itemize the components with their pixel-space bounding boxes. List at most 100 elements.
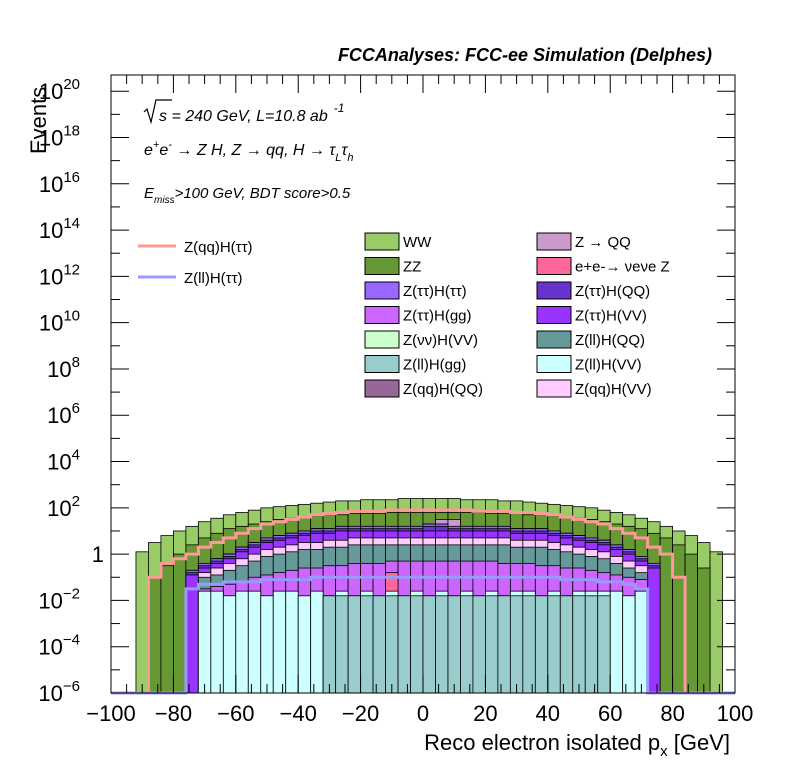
legend-label-e-e-e-e-z: e+e-→ νeνe Z <box>575 259 670 276</box>
bar-z-ll-h-gg-31 <box>497 595 511 694</box>
legend-label-z-ll-h-vv: Z(ll)H(VV) <box>575 357 642 374</box>
bar-z-ll-h-vv-14 <box>285 590 299 694</box>
bar-z-ll-h-vv-9 <box>222 595 237 694</box>
bar-z-ll-h-gg-30 <box>484 595 499 694</box>
annotation-line1-rest: = 240 GeV, L=10.8 ab <box>167 108 328 125</box>
annotation-cuts: Emiss>100 GeV, BDT score>0.5 <box>144 185 351 206</box>
legend-label-z-qq-h-qq: Z(qq)H(QQ) <box>403 381 483 398</box>
bar-z-ll-h-gg-17 <box>322 595 337 694</box>
bar-z-ll-h-gg-33 <box>522 595 536 694</box>
bar-z-ll-h-gg-35 <box>547 595 561 694</box>
bar-z-ll-h-vv-40 <box>609 590 624 694</box>
x-axis-label-unit: [GeV] <box>668 730 730 755</box>
bar-z-ll-h-gg-22 <box>385 595 399 694</box>
annotation-process: e+e- → Z H, Z → qq, H → τLτh <box>144 139 354 164</box>
x-tick-label: −80 <box>155 701 192 726</box>
legend-swatch-z-h-vv <box>536 306 572 324</box>
y-tick-label: 104 <box>47 447 80 475</box>
y-tick-label: 10−6 <box>38 678 80 706</box>
bar-z-ll-h-gg-26 <box>435 595 449 694</box>
legend-swatch-z-qq <box>536 232 572 251</box>
legend-label-z-ll-h-gg: Z(ll)H(gg) <box>403 357 466 374</box>
x-tick-label: 100 <box>717 701 754 726</box>
bar-z-ll-h-vv-8 <box>210 590 224 694</box>
bar-z-ll-h-gg-34 <box>534 595 549 694</box>
x-tick-label: 40 <box>536 701 560 726</box>
legend-label-z-h-vv: Z(ττ)H(VV) <box>575 308 647 325</box>
x-tick-label: 60 <box>598 701 622 726</box>
x-tick-label: 0 <box>417 701 429 726</box>
x-axis-label-main: Reco electron isolated p <box>424 730 660 755</box>
legend-label-zz: ZZ <box>403 259 421 276</box>
bar-z-h-vv-6 <box>185 574 199 694</box>
bar-z-ll-h-vv-41 <box>622 595 636 694</box>
y-tick-label: 108 <box>47 354 80 382</box>
bar-z-ll-h-vv-15 <box>297 595 312 694</box>
bar-zz-47 <box>697 567 711 694</box>
bar-zz-3 <box>148 576 162 694</box>
legend-swatch-z-h <box>364 281 400 300</box>
legend-swatch-z-h-qq <box>536 281 572 300</box>
bar-z-h-vv-43 <box>647 567 661 694</box>
bar-z-ll-h-gg-29 <box>472 595 486 694</box>
legend: Z(qq)H(ττ) Z(ll)H(ττ) WW ZZ Z(ττ)H(ττ) Z(ττ)H… <box>138 232 670 398</box>
legend-swatch-z-ll-h-qq <box>536 330 572 349</box>
x-tick-label: −60 <box>217 701 254 726</box>
bar-z-ll-h-vv-13 <box>272 590 287 694</box>
legend-label-z-ll-h-qq: Z(ll)H(QQ) <box>575 332 645 349</box>
legend-label-z-h-vv: Z(νν)H(VV) <box>403 332 478 349</box>
legend-swatch-zz <box>364 257 400 275</box>
legend-swatch-e-e-e-e-z <box>536 257 572 275</box>
header-text: FCCAnalyses: FCC-ee Simulation (Delphes) <box>338 45 712 65</box>
sqrt-sign-icon <box>143 99 172 125</box>
line-z-ll-h <box>111 575 735 695</box>
annotation-line1-s: s <box>159 108 167 125</box>
legend-swatch-z-ll-h-gg <box>364 355 400 373</box>
x-tick-label: −40 <box>280 701 317 726</box>
y-tick-label: 1 <box>92 542 104 567</box>
x-axis-label-sub: x <box>660 743 668 760</box>
bar-z-ll-h-gg-23 <box>397 595 411 694</box>
y-tick-label: 1010 <box>39 308 80 336</box>
bar-zz-44 <box>659 537 673 694</box>
legend-label-z-h-qq: Z(ττ)H(QQ) <box>575 283 650 300</box>
bar-z-ll-h-gg-21 <box>372 595 386 694</box>
bar-z-ll-h-gg-36 <box>559 595 574 694</box>
y-axis-label: Events <box>26 87 51 154</box>
annotation-line1-exp: -1 <box>334 101 345 115</box>
axis-layer: −100 −80 −60 −40 −20 0 20 40 60 80 100 10−6 10−4 10−2… <box>38 75 753 726</box>
bar-z-ll-h-gg-24 <box>410 595 424 694</box>
legend-label-z-h: Z(ττ)H(ττ) <box>403 283 467 300</box>
annotation-sqrt-s: s = 240 GeV, L=10.8 ab -1 <box>143 99 344 125</box>
legend-label-z-qq: Z → QQ <box>575 234 631 251</box>
x-tick-label: −100 <box>86 701 136 726</box>
bar-z-ll-h-gg-39 <box>597 595 611 694</box>
legend-label-z-h-gg: Z(ττ)H(gg) <box>403 308 472 325</box>
legend-swatch-ww <box>364 232 400 251</box>
y-tick-label: 106 <box>47 400 80 428</box>
bar-z-ll-h-vv-10 <box>235 590 249 694</box>
svg-text:s = 240 GeV, L=10.8 ab-1: s = 240 GeV, L=10.8 ab -1 <box>159 101 344 125</box>
legend-label-z-qq-h: Z(qq)H(ττ) <box>184 239 253 256</box>
series-z-ll-h-gg <box>322 595 611 694</box>
bar-zz-45 <box>672 544 686 694</box>
bar-ww-2 <box>135 551 149 694</box>
bar-z-ll-h-gg-27 <box>447 595 461 694</box>
y-tick-label: 1016 <box>39 169 80 197</box>
bar-z-ll-h-gg-37 <box>572 595 586 694</box>
bar-z-ll-h-gg-19 <box>347 595 361 694</box>
legend-label-ww: WW <box>403 234 432 251</box>
bar-z-ll-h-gg-20 <box>360 595 374 694</box>
bar-z-ll-h-vv-42 <box>634 590 649 694</box>
bar-z-ll-h-vv-16 <box>310 590 324 694</box>
legend-swatch-z-qq-h-qq <box>364 379 400 398</box>
y-tick-label: 1020 <box>39 76 80 104</box>
bar-z-ll-h-gg-25 <box>422 595 436 694</box>
x-tick-label: −20 <box>342 701 379 726</box>
y-tick-label: 10−4 <box>38 632 80 660</box>
line-series-layer <box>111 508 735 695</box>
legend-swatch-z-h-vv <box>364 330 400 349</box>
legend-swatch-z-qq-h-vv <box>536 379 572 398</box>
